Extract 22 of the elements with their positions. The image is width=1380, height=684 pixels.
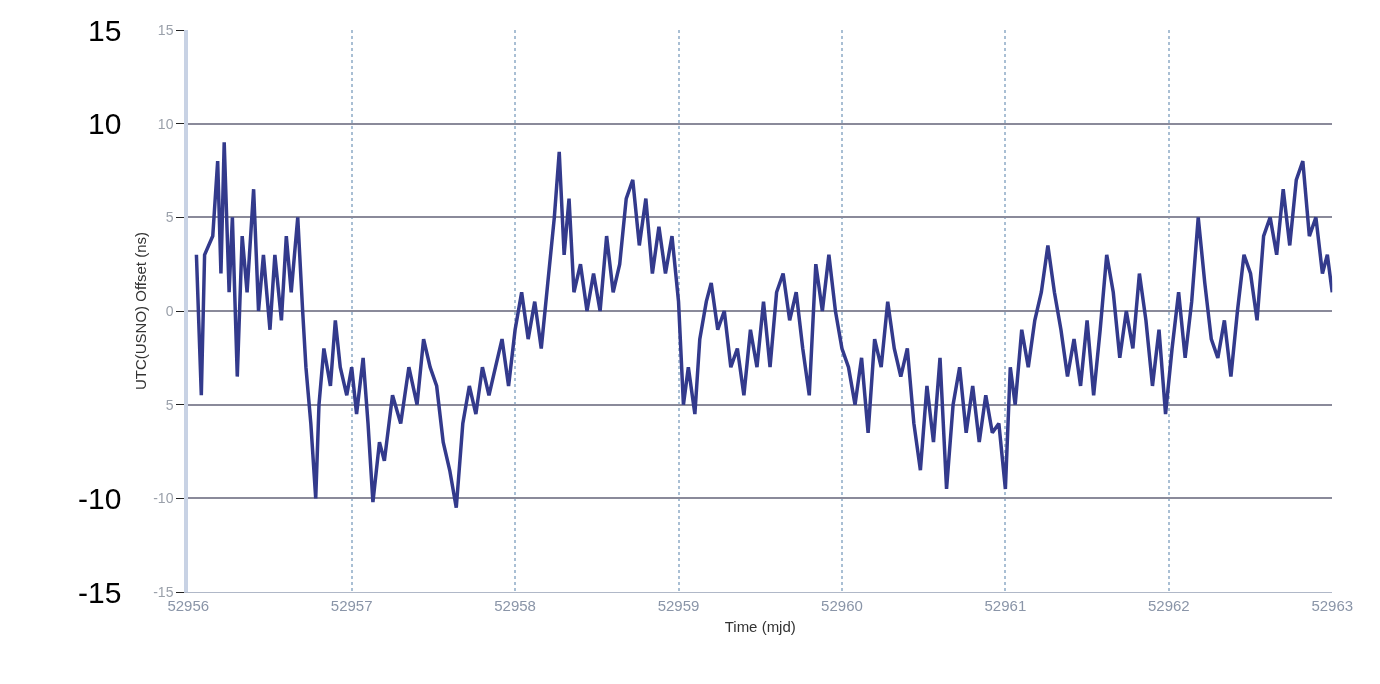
y-axis-title: UTC(USNO) Offset (ns) (131, 231, 149, 391)
y-tick-label: 5 (165, 209, 174, 226)
y2-tick-label: -10 (77, 481, 122, 515)
y-tick-label: -15 (153, 583, 174, 600)
y-tick-label: 15 (157, 21, 174, 38)
x-tick-label: 52963 (1311, 597, 1354, 614)
x-tick-label: 52962 (1147, 597, 1190, 614)
y2-tick-label: -15 (77, 575, 122, 609)
y2-tick-label: 10 (87, 107, 122, 141)
x-tick-label: 52957 (330, 597, 373, 614)
x-tick-label: 52959 (657, 597, 700, 614)
line-series (194, 140, 1333, 510)
x-tick-label: 52956 (167, 597, 210, 614)
y-tick-label: 10 (157, 115, 174, 132)
y-tick-label: -10 (153, 490, 174, 507)
y2-tick-label: 15 (87, 13, 122, 47)
x-tick-label: 52961 (984, 597, 1027, 614)
y-tick-label: 5 (165, 396, 174, 413)
x-tick-label: 52960 (821, 597, 863, 614)
x-axis-title: Time (mjd) (724, 618, 796, 635)
x-tick-label: 52958 (494, 597, 536, 614)
y-tick-label: 0 (165, 302, 174, 319)
